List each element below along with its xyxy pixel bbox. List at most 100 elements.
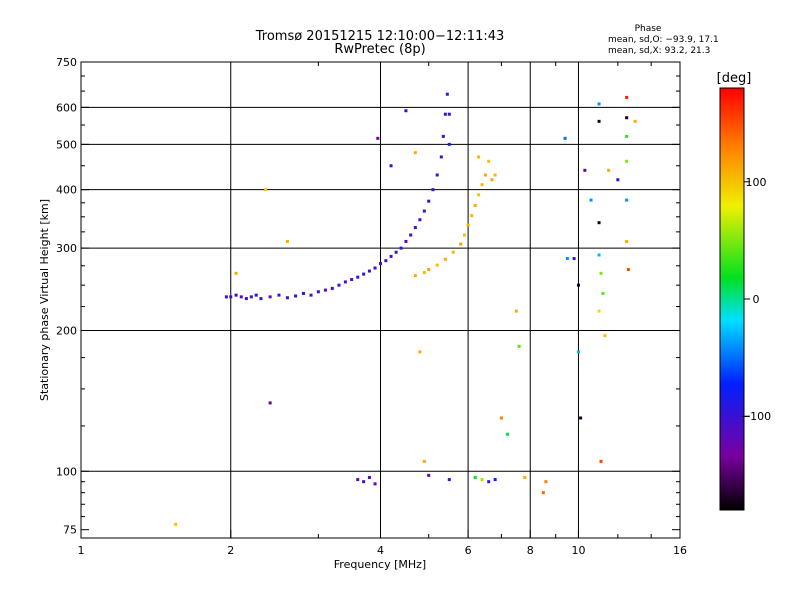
data-point [541,491,545,495]
data-point [379,262,382,266]
chart-title: Tromsø 20151215 12:10:00−12:11:43 [255,29,505,44]
data-point [367,475,371,479]
data-point [384,259,388,263]
data-point [229,295,233,299]
data-point [244,297,248,301]
data-point [616,178,620,182]
data-point [418,218,422,222]
data-point [409,233,413,237]
x-tick-label: 6 [465,544,472,557]
data-point [572,257,576,261]
data-point [625,198,629,202]
colorbar [719,87,745,511]
data-point [490,178,494,182]
data-point [337,283,341,287]
data-point [597,253,601,257]
y-tick-label: 400 [56,184,77,197]
data-point [404,239,408,243]
data-point [607,168,611,172]
y-tick-label: 500 [56,138,77,151]
data-point [367,269,371,273]
data-point [480,183,484,187]
data-point [356,478,360,482]
data-point [601,291,605,295]
data-point [544,480,548,484]
data-point [459,242,463,246]
data-point [483,173,487,177]
data-point [517,344,521,348]
data-point [633,119,637,123]
data-point [505,432,509,436]
data-point [589,198,593,202]
data-point [487,159,491,163]
data-point [259,297,263,301]
x-tick-label: 2 [227,544,234,557]
data-point [356,275,360,279]
data-point [389,254,393,258]
data-point [597,119,601,123]
colorbar-tick-label: 0 [753,293,760,306]
y-tick-label: 300 [56,242,77,255]
data-point [625,239,629,243]
data-point [373,266,377,270]
data-point [625,134,629,138]
data-point [443,112,447,116]
data-point [514,309,518,313]
data-point [441,134,445,138]
data-point [362,480,366,484]
data-point [422,271,426,275]
data-point [301,291,305,295]
data-point [285,239,289,243]
data-point [249,295,253,299]
y-tick-label: 100 [56,465,77,478]
data-point [350,278,354,282]
data-point [576,283,580,287]
data-point [294,294,298,298]
data-point [473,475,477,479]
data-point [599,271,603,275]
chart-subtitle: RwPretec (8p) [334,42,425,57]
data-point [413,226,417,230]
data-point [470,214,474,218]
data-point [431,188,435,192]
data-point [493,478,497,482]
data-point [603,334,607,338]
data-point [451,250,455,254]
data-point [480,478,484,482]
data-point [264,188,268,192]
data-point [422,209,426,213]
data-point [435,263,439,267]
data-point [323,288,327,292]
data-point [422,459,426,463]
colorbar-label: [deg] [717,71,752,86]
data-point [239,295,243,299]
data-point [565,257,569,261]
data-point [330,286,334,290]
data-point [285,296,289,300]
x-tick-label: 10 [571,544,585,557]
data-point [462,233,466,237]
y-tick-label: 600 [56,101,77,114]
data-point [427,473,431,477]
data-point [413,274,417,278]
data-point [254,293,258,297]
data-point [234,293,238,297]
data-point [447,142,451,146]
data-point [439,155,443,159]
y-tick-label: 750 [56,56,77,69]
data-point [466,223,470,227]
data-point [579,416,583,420]
data-point [427,199,431,203]
data-point [343,280,347,284]
data-point [625,95,629,99]
data-point [447,478,451,482]
data-point [413,151,417,155]
data-point [268,401,272,405]
data-point [373,482,377,486]
data-point [268,295,272,299]
x-tick-label: 8 [527,544,534,557]
x-tick-label: 4 [377,544,384,557]
colorbar-tick-label: −100 [741,410,771,423]
x-tick-label: 1 [78,544,85,557]
